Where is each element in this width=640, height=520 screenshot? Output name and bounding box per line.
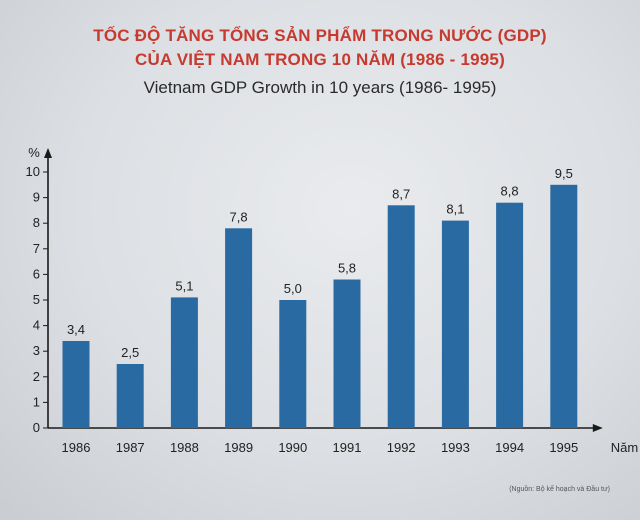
y-axis: % 0 1 2 3 4 5 6 7 8 9 10 bbox=[26, 145, 52, 435]
value-label-1994: 8,8 bbox=[501, 184, 519, 199]
bar-1990 bbox=[279, 300, 307, 428]
x-tick-label-1989: 1989 bbox=[224, 440, 253, 455]
x-tick-label-1990: 1990 bbox=[278, 440, 307, 455]
y-tick-label: 3 bbox=[33, 343, 40, 358]
bar-1992 bbox=[387, 205, 415, 428]
y-tick-label: 7 bbox=[33, 241, 40, 256]
x-axis: Năm 1986 1987 1988 1989 1990 1991 1992 1993 1994 1… bbox=[48, 424, 638, 455]
bar-1994 bbox=[496, 202, 524, 428]
value-label-1989: 7,8 bbox=[230, 209, 248, 224]
bar-1988 bbox=[170, 297, 198, 428]
value-label-1986: 3,4 bbox=[67, 322, 85, 337]
y-tick-label: 9 bbox=[33, 190, 40, 205]
y-tick-label: 2 bbox=[33, 369, 40, 384]
x-tick-label-1994: 1994 bbox=[495, 440, 524, 455]
x-tick-label-1987: 1987 bbox=[116, 440, 145, 455]
bar-1989 bbox=[225, 228, 253, 428]
y-tick-label: 1 bbox=[33, 394, 40, 409]
value-label-1992: 8,7 bbox=[392, 186, 410, 201]
chart-title-vn-line1: TỐC ĐỘ TĂNG TỔNG SẢN PHẨM TRONG NƯỚC (GD… bbox=[93, 26, 547, 45]
value-label-1988: 5,1 bbox=[175, 278, 193, 293]
y-axis-arrow bbox=[44, 148, 52, 158]
value-label-1993: 8,1 bbox=[446, 202, 464, 217]
y-axis-unit-label: % bbox=[28, 145, 40, 160]
y-tick-label: 6 bbox=[33, 266, 40, 281]
value-label-1987: 2,5 bbox=[121, 345, 139, 360]
y-tick-label: 8 bbox=[33, 215, 40, 230]
chart-title-en: Vietnam GDP Growth in 10 years (1986- 19… bbox=[143, 78, 497, 97]
x-axis-unit-label: Năm bbox=[611, 440, 638, 455]
x-axis-arrow bbox=[592, 424, 603, 432]
x-tick-label-1993: 1993 bbox=[441, 440, 470, 455]
x-tick-label-1991: 1991 bbox=[333, 440, 362, 455]
x-tick-label-1986: 1986 bbox=[62, 440, 91, 455]
source-note: (Nguồn: Bộ kế hoạch và Đầu tư) bbox=[509, 486, 610, 493]
y-tick-label: 4 bbox=[33, 318, 40, 333]
bar-1987 bbox=[116, 364, 144, 428]
value-label-1990: 5,0 bbox=[284, 281, 302, 296]
y-tick-label: 0 bbox=[33, 420, 40, 435]
bar-1995 bbox=[550, 184, 578, 428]
y-tick-label: 10 bbox=[26, 164, 40, 179]
x-tick-label-1995: 1995 bbox=[549, 440, 578, 455]
y-tick-label: 5 bbox=[33, 292, 40, 307]
bar-1986 bbox=[62, 341, 90, 428]
bars-group bbox=[62, 184, 578, 428]
value-labels-group: 3,4 2,5 5,1 7,8 5,0 5,8 8,7 8,1 8,8 9,5 bbox=[67, 166, 573, 360]
x-tick-label-1988: 1988 bbox=[170, 440, 199, 455]
value-label-1995: 9,5 bbox=[555, 166, 573, 181]
bar-1993 bbox=[441, 220, 469, 428]
x-tick-label-1992: 1992 bbox=[387, 440, 416, 455]
value-label-1991: 5,8 bbox=[338, 261, 356, 276]
bar-1991 bbox=[333, 279, 361, 428]
chart-title-vn-line2: CỦA VIỆT NAM TRONG 10 NĂM (1986 - 1995) bbox=[135, 50, 505, 69]
